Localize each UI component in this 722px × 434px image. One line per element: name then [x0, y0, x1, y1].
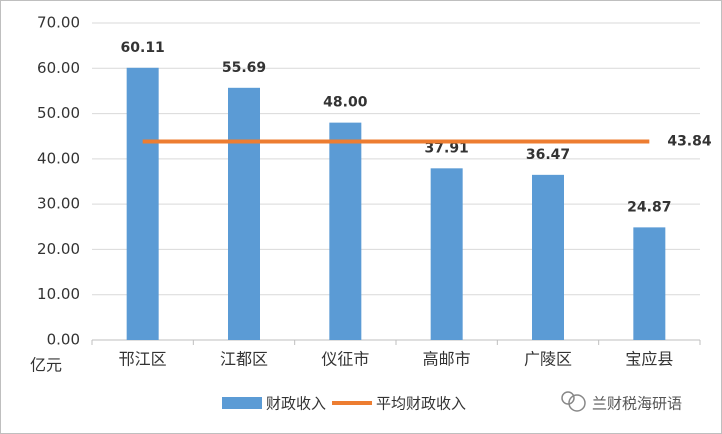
- bar: [126, 67, 159, 341]
- x-tick-label: 邗江区: [119, 350, 167, 369]
- y-tick-label: 70.00: [37, 14, 80, 32]
- data-label: 60.11: [121, 40, 165, 56]
- legend-label: 财政收入: [266, 395, 326, 413]
- y-tick-label: 30.00: [37, 195, 80, 213]
- bar: [532, 174, 564, 340]
- x-tick-label: 广陵区: [524, 350, 572, 369]
- data-label: 37.91: [425, 140, 469, 156]
- y-tick-label: 40.00: [37, 149, 80, 167]
- data-label: 24.87: [627, 199, 671, 215]
- y-unit-label: 亿元: [30, 356, 62, 375]
- data-label: 55.69: [222, 60, 266, 76]
- data-label: 43.84: [667, 133, 712, 149]
- data-label: 36.47: [526, 147, 570, 163]
- legend-swatch: [222, 397, 262, 409]
- x-tick-label: 高邮市: [423, 350, 471, 369]
- bar: [329, 122, 362, 340]
- legend-label: 平均财政收入: [376, 395, 466, 413]
- y-tick-label: 60.00: [37, 59, 80, 77]
- bar: [633, 227, 666, 340]
- y-tick-label: 10.00: [37, 285, 80, 303]
- watermark-icon: [561, 391, 586, 412]
- y-tick-label: 20.00: [37, 240, 80, 258]
- x-tick-label: 宝应县: [625, 350, 673, 369]
- data-label: 48.00: [323, 95, 368, 111]
- y-tick-label: 0.00: [47, 331, 80, 349]
- watermark: 兰财税海研语: [592, 395, 682, 413]
- bar: [228, 87, 260, 340]
- x-tick-label: 仪征市: [321, 350, 369, 369]
- x-tick-label: 江都区: [220, 350, 268, 369]
- y-tick-label: 50.00: [37, 104, 80, 122]
- bar: [430, 168, 463, 340]
